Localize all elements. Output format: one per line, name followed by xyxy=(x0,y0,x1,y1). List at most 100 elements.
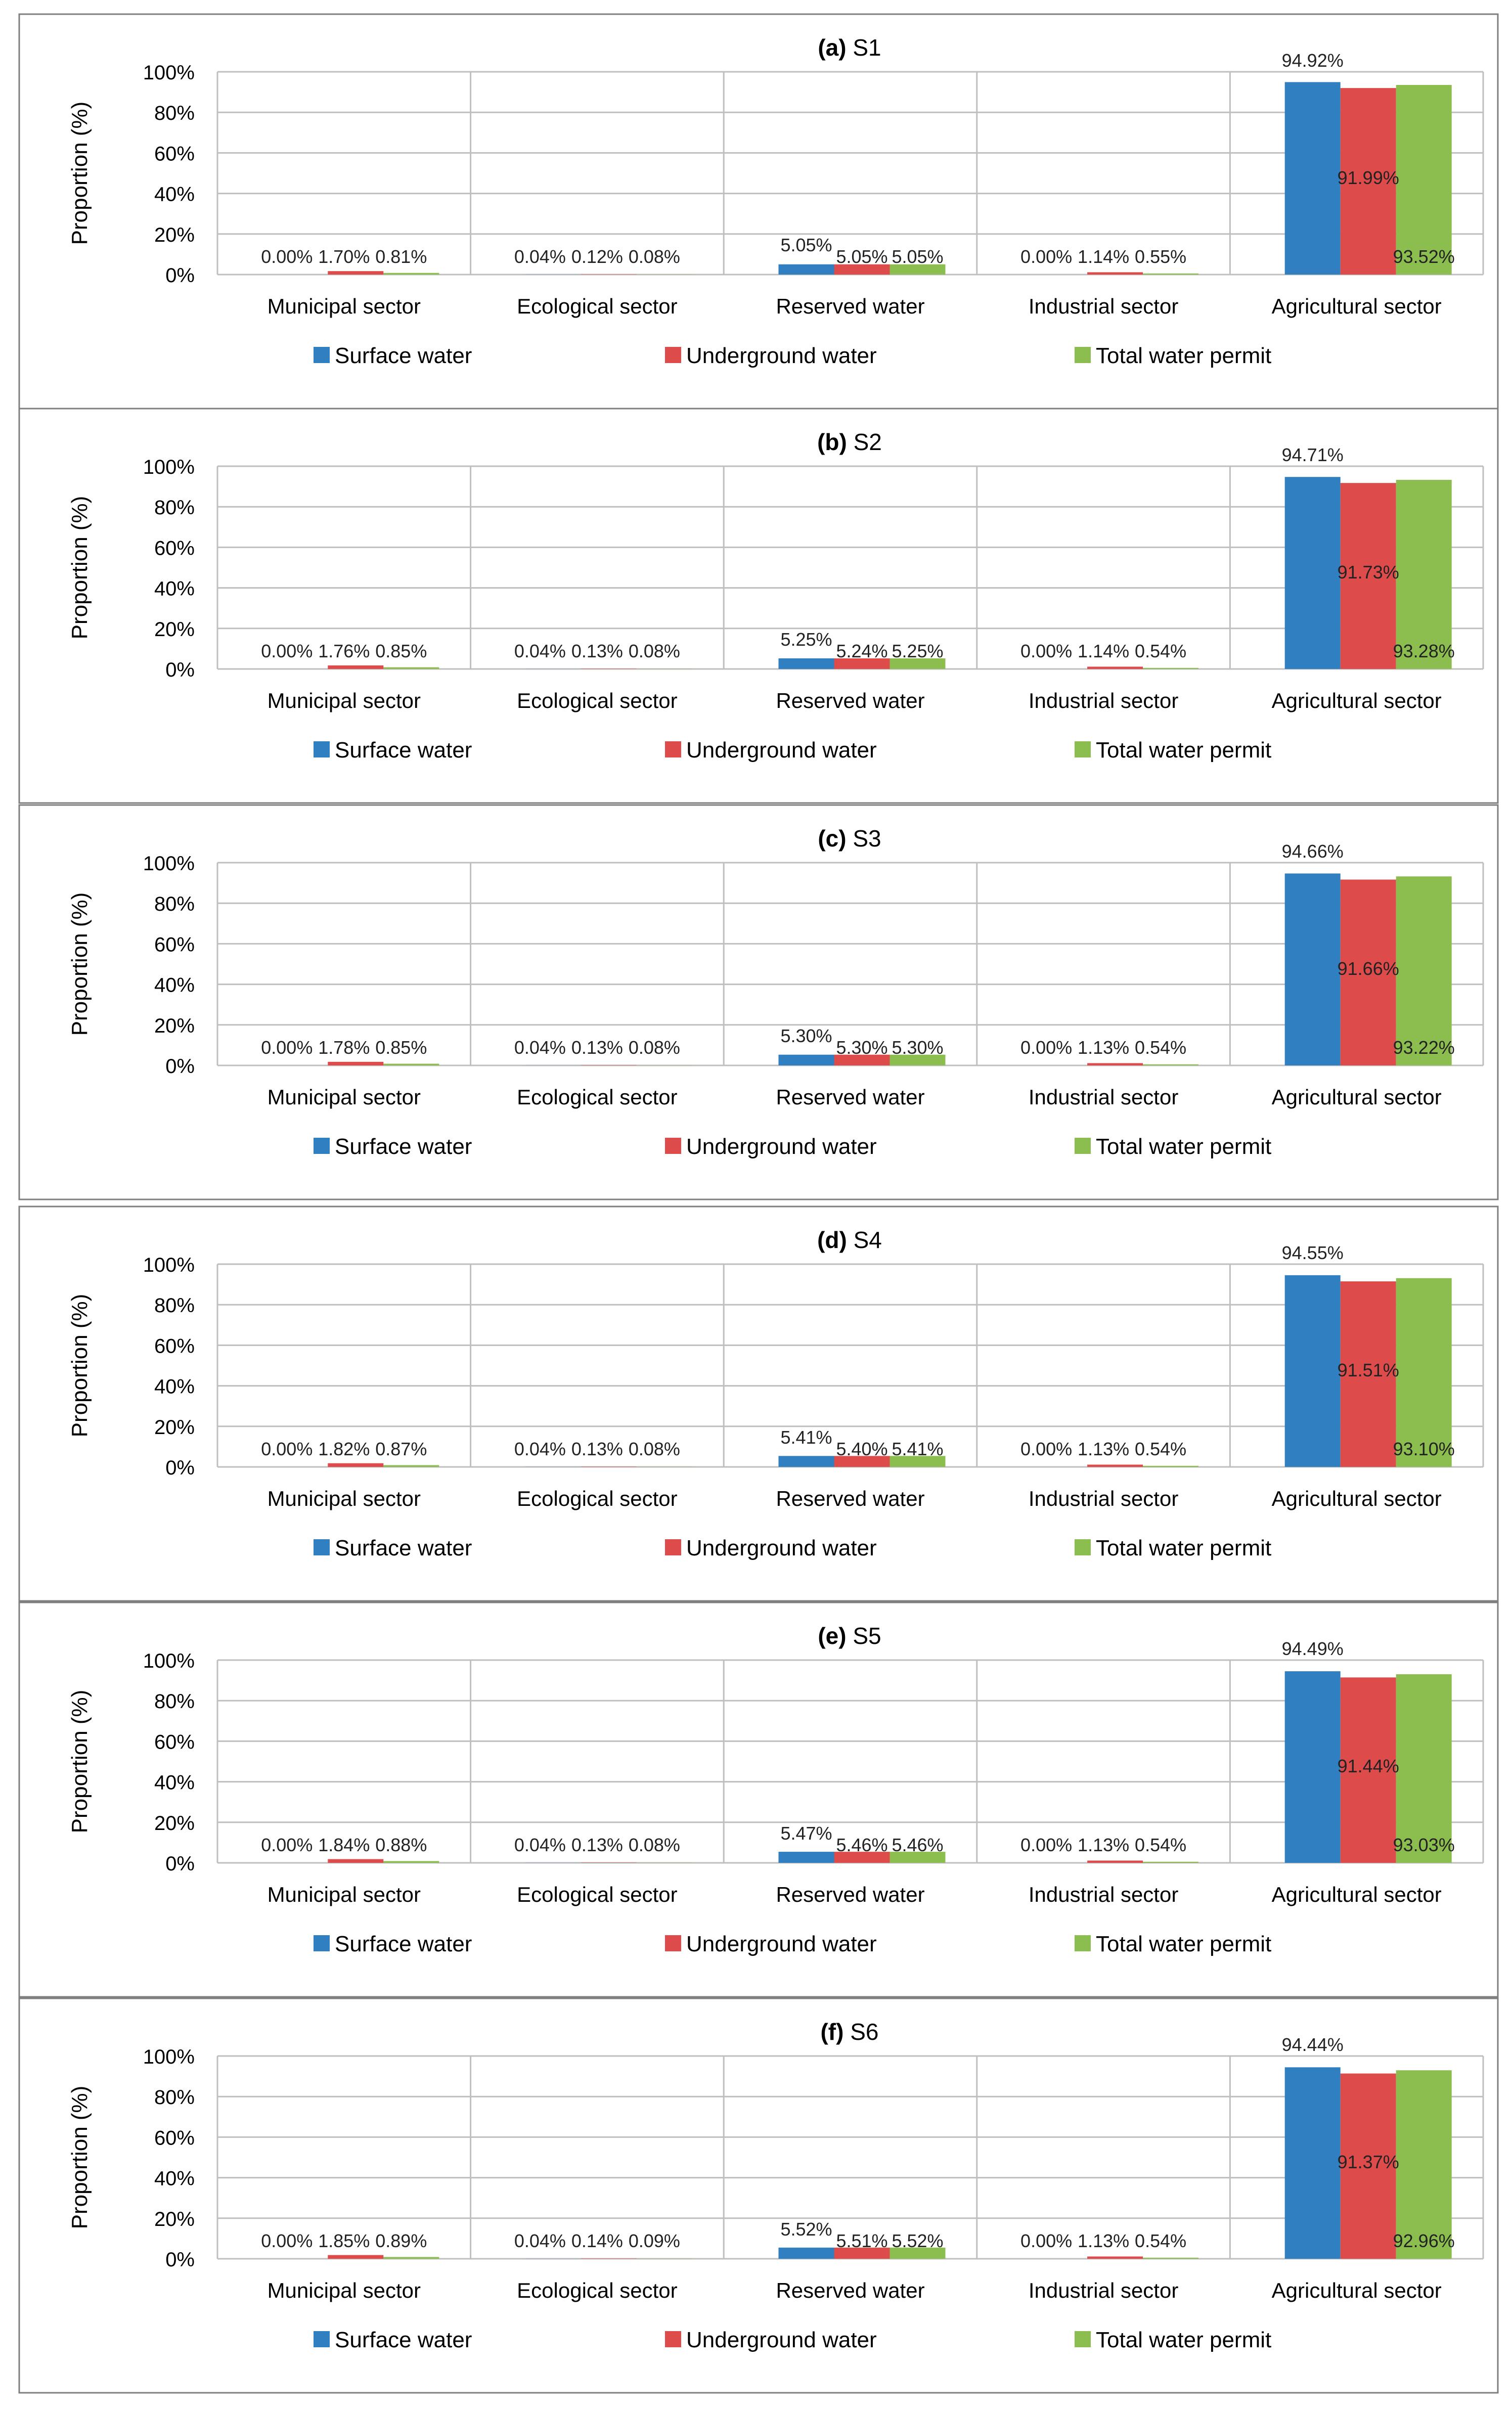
bar-surface-water xyxy=(1284,82,1341,275)
data-label: 5.47% xyxy=(780,1823,832,1844)
data-label: 0.54% xyxy=(1135,641,1186,661)
data-label: 5.41% xyxy=(892,1439,943,1459)
y-tick-label: 80% xyxy=(154,497,195,519)
x-tick-label: Municipal sector xyxy=(268,1487,421,1510)
bar-total-water-permit xyxy=(890,1456,946,1467)
panel-frame xyxy=(18,804,1499,1200)
bar-total-water-permit xyxy=(890,264,946,275)
bar-surface-water xyxy=(1284,2067,1341,2259)
data-label: 0.00% xyxy=(261,1835,313,1855)
bar-total-water-permit xyxy=(383,1063,439,1065)
data-label: 0.54% xyxy=(1135,1835,1186,1855)
data-label: 5.51% xyxy=(836,2230,887,2251)
y-tick-label: 100% xyxy=(143,2046,195,2068)
x-tick-label: Municipal sector xyxy=(268,1085,421,1109)
chart-title: (d) S4 xyxy=(817,1227,882,1253)
bar-surface-water xyxy=(778,1054,834,1065)
y-axis-label: Proportion (%) xyxy=(67,892,92,1036)
y-tick-label: 20% xyxy=(154,1812,195,1835)
data-label: 0.13% xyxy=(571,1835,623,1855)
data-label: 0.08% xyxy=(629,246,680,267)
bar-underground-water xyxy=(1340,1677,1396,1863)
chart-title-label: S6 xyxy=(843,2019,878,2045)
bar-surface-water xyxy=(1284,1275,1341,1467)
data-label: 94.92% xyxy=(1282,50,1344,71)
data-label: 1.13% xyxy=(1078,1439,1129,1459)
chart-title: (c) S3 xyxy=(818,825,881,852)
legend-label: Surface water xyxy=(335,1932,472,1956)
x-tick-label: Reserved water xyxy=(776,1487,924,1510)
data-label: 91.99% xyxy=(1338,167,1399,188)
bar-underground-water xyxy=(581,1466,637,1467)
data-label: 94.49% xyxy=(1282,1638,1344,1659)
data-label: 5.52% xyxy=(780,2219,832,2240)
x-tick-label: Municipal sector xyxy=(268,689,421,712)
data-label: 0.12% xyxy=(571,246,623,267)
y-tick-label: 60% xyxy=(154,143,195,165)
legend-swatch xyxy=(1075,1539,1091,1555)
bar-surface-water xyxy=(1284,873,1341,1065)
y-tick-label: 0% xyxy=(165,2249,195,2271)
bar-underground-water xyxy=(328,271,384,275)
legend-label: Underground water xyxy=(686,2328,877,2352)
legend-swatch xyxy=(1075,1935,1091,1951)
x-tick-label: Industrial sector xyxy=(1029,1883,1178,1906)
data-label: 0.04% xyxy=(514,246,566,267)
data-label: 0.54% xyxy=(1135,2230,1186,2251)
x-tick-label: Ecological sector xyxy=(517,1487,677,1510)
panel-frame xyxy=(18,1205,1499,1602)
x-tick-label: Municipal sector xyxy=(268,1883,421,1906)
data-label: 5.25% xyxy=(892,641,943,661)
legend-label: Surface water xyxy=(335,2328,472,2352)
data-label: 94.66% xyxy=(1282,841,1344,862)
bar-underground-water xyxy=(1087,1464,1143,1467)
data-label: 1.85% xyxy=(318,2230,370,2251)
bar-underground-water xyxy=(834,1456,890,1467)
legend-swatch xyxy=(1075,347,1091,363)
data-label: 0.08% xyxy=(629,1835,680,1855)
chart-title-prefix: (e) xyxy=(818,1623,846,1649)
data-label: 0.00% xyxy=(261,2230,313,2251)
data-label: 1.14% xyxy=(1078,246,1129,267)
y-axis-label: Proportion (%) xyxy=(67,1294,92,1438)
chart-title-prefix: (f) xyxy=(820,2019,843,2045)
panel-frame xyxy=(18,13,1499,410)
legend-label: Underground water xyxy=(686,738,877,763)
y-tick-label: 20% xyxy=(154,1416,195,1439)
bar-surface-water xyxy=(778,2247,834,2259)
y-tick-label: 80% xyxy=(154,1690,195,1713)
x-tick-label: Agricultural sector xyxy=(1272,2279,1442,2302)
data-label: 91.44% xyxy=(1338,1756,1399,1776)
data-label: 5.41% xyxy=(780,1427,832,1448)
data-label: 0.04% xyxy=(514,641,566,661)
y-tick-label: 40% xyxy=(154,1772,195,1794)
x-tick-label: Industrial sector xyxy=(1029,1085,1178,1109)
data-label: 5.46% xyxy=(892,1835,943,1855)
y-axis-label: Proportion (%) xyxy=(67,2086,92,2229)
bar-underground-water xyxy=(581,668,637,669)
data-label: 0.04% xyxy=(514,2230,566,2251)
data-label: 93.10% xyxy=(1393,1439,1455,1459)
bar-surface-water xyxy=(778,1852,834,1863)
legend-label: Surface water xyxy=(335,1536,472,1560)
data-label: 0.09% xyxy=(629,2230,680,2251)
chart-panel-s2: (b) S2 0% 20% 40% 60% 80% 100% Proportion (%) 0.… xyxy=(18,408,1499,804)
legend-swatch xyxy=(665,2331,681,2347)
bar-total-water-permit xyxy=(1143,1861,1199,1863)
legend-label: Total water permit xyxy=(1096,1134,1271,1159)
data-label: 0.55% xyxy=(1135,246,1186,267)
chart-title-label: S1 xyxy=(847,34,881,61)
x-tick-label: Reserved water xyxy=(776,689,924,712)
y-tick-label: 100% xyxy=(143,456,195,478)
bar-underground-water xyxy=(328,665,384,669)
bar-total-water-permit xyxy=(1396,1278,1452,1467)
chart-title-prefix: (a) xyxy=(818,34,846,61)
data-label: 93.52% xyxy=(1393,246,1455,267)
bar-total-water-permit xyxy=(1143,1064,1199,1065)
data-label: 0.54% xyxy=(1135,1439,1186,1459)
bar-total-water-permit xyxy=(1143,1465,1199,1467)
x-tick-label: Reserved water xyxy=(776,1883,924,1906)
x-tick-label: Industrial sector xyxy=(1029,689,1178,712)
data-label: 5.30% xyxy=(780,1025,832,1046)
data-label: 0.04% xyxy=(514,1037,566,1058)
